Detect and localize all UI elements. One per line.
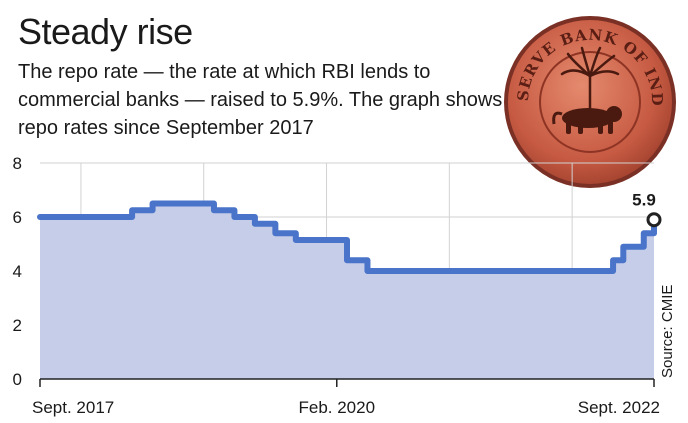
latest-value-marker: [646, 212, 662, 228]
source-label: Source: CMIE: [659, 285, 676, 378]
series-area: [40, 203, 654, 379]
x-tick-label: Feb. 2020: [298, 398, 375, 417]
latest-value-label: 5.9: [632, 191, 656, 210]
y-tick-label: 6: [13, 208, 22, 227]
tiger-icon: [552, 106, 622, 134]
y-tick-label: 4: [13, 262, 22, 281]
x-tick-label: Sept. 2017: [32, 398, 114, 417]
chart-title: Steady rise: [18, 11, 193, 52]
palm-tree-icon: [560, 46, 620, 112]
y-tick-label: 2: [13, 316, 22, 335]
x-tick-labels: Sept. 2017 Feb. 2020 Sept. 2022: [32, 398, 660, 417]
x-tick-label: Sept. 2022: [578, 398, 660, 417]
rbi-seal-icon: RESERVE BANK OF INDIA: [502, 14, 676, 188]
y-tick-label: 0: [13, 370, 22, 389]
chart-subtitle: The repo rate — the rate at which RBI le…: [18, 61, 503, 139]
series-line: [37, 200, 657, 274]
x-ticks: [39, 379, 655, 387]
y-tick-labels: 0 2 4 6 8: [13, 154, 22, 389]
y-tick-label: 8: [13, 154, 22, 173]
